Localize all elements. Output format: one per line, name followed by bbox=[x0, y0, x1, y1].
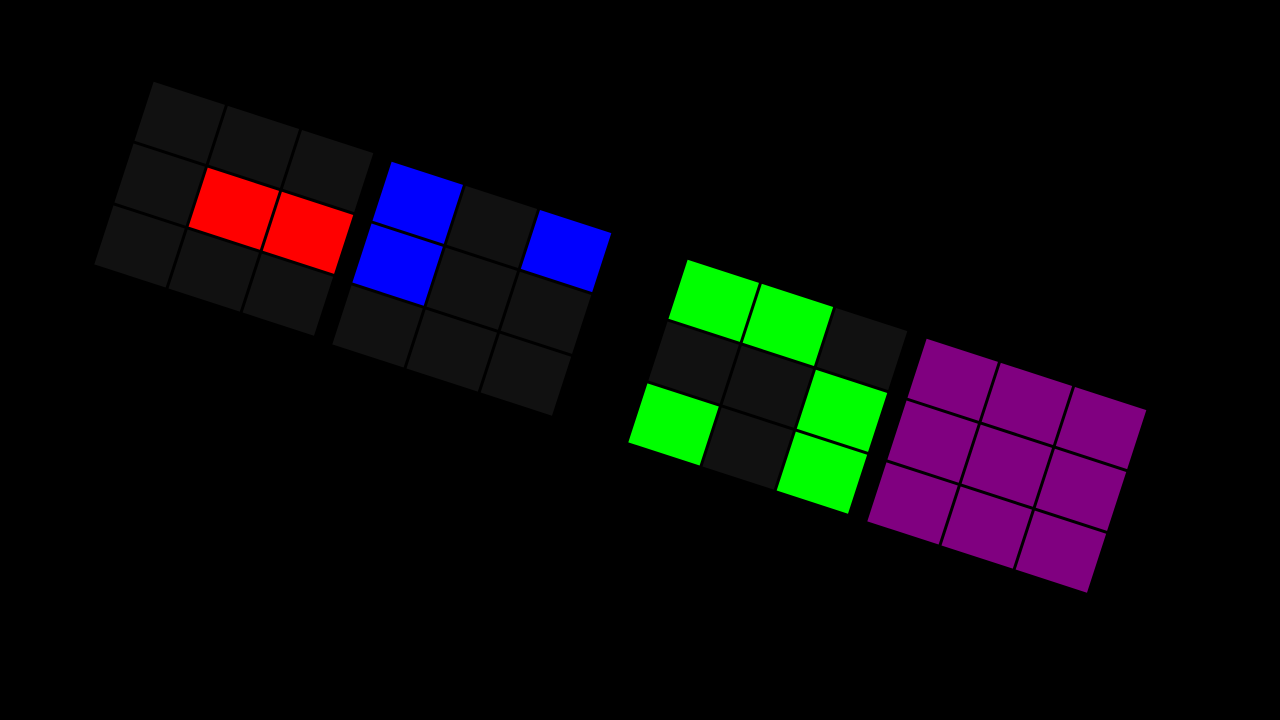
grid-red bbox=[92, 81, 376, 345]
grid-blue bbox=[330, 161, 614, 425]
grid-purple bbox=[865, 338, 1149, 602]
grid-green bbox=[626, 259, 910, 523]
